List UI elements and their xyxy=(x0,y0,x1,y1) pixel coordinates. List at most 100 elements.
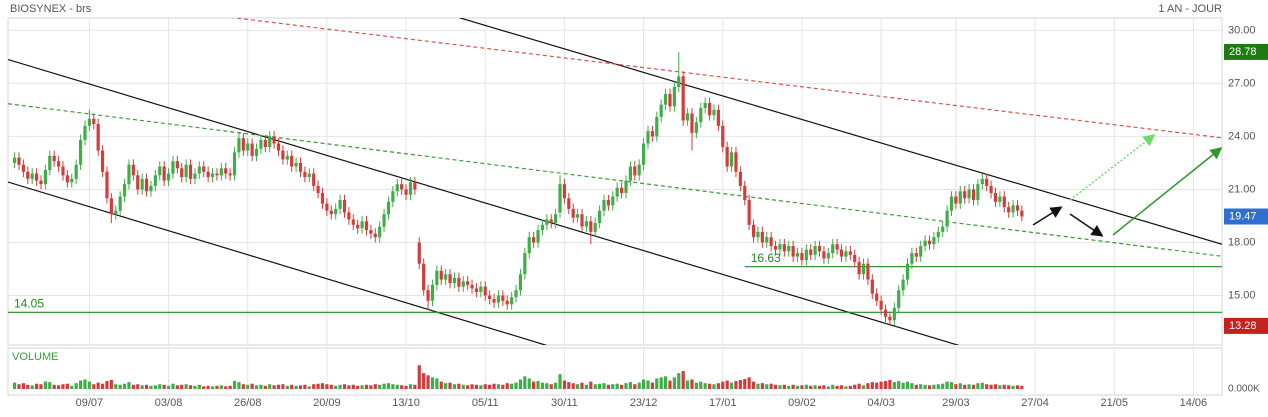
candle-body xyxy=(492,299,496,303)
candle-body xyxy=(131,164,135,176)
labels: 15.00 18.00 21.00 24.00 27.00 30.00 0.000K 09/0… xyxy=(14,24,1268,409)
volume-bar xyxy=(395,384,399,389)
volume-bar xyxy=(426,375,430,389)
volume-bar xyxy=(87,381,91,389)
candle-body xyxy=(114,210,118,215)
trend-line xyxy=(230,18,1222,139)
candle-body xyxy=(166,173,171,181)
volume-bar xyxy=(576,384,580,389)
volume-bar xyxy=(400,385,404,389)
candle-body xyxy=(74,164,78,179)
volume-bar xyxy=(184,384,188,389)
volume-bar xyxy=(875,382,879,389)
volume-bar xyxy=(844,386,848,389)
candle-body xyxy=(809,249,813,255)
volume-bar xyxy=(356,385,360,389)
candle-body xyxy=(738,171,742,186)
candle-body xyxy=(364,221,369,231)
candle-body xyxy=(936,231,940,238)
candle-body xyxy=(826,253,830,259)
candle-body xyxy=(778,244,782,250)
candle-body xyxy=(26,171,30,179)
candle-body xyxy=(316,185,320,193)
volume-bar xyxy=(769,383,773,389)
candle-body xyxy=(518,274,523,291)
candle-body xyxy=(180,168,184,178)
candle-body xyxy=(1007,207,1011,213)
chart-title: BIOSYNEX - brs xyxy=(10,3,92,15)
candle-body xyxy=(699,108,703,123)
y-tick-label: 18.00 xyxy=(1228,236,1256,248)
volume-bar xyxy=(43,381,47,389)
candle-body xyxy=(408,182,413,195)
candle-body xyxy=(61,166,65,176)
candle-body xyxy=(30,173,34,179)
volume-bar xyxy=(804,384,808,389)
candle-body xyxy=(650,131,654,137)
volume-bar xyxy=(685,380,690,389)
candle-body xyxy=(923,240,927,247)
candle-body xyxy=(109,198,113,215)
volume-bar xyxy=(980,382,984,389)
volume-bar xyxy=(743,378,747,389)
volume-bar xyxy=(342,384,347,389)
volume-bar xyxy=(857,383,861,389)
candle-body xyxy=(949,196,954,211)
candle-body xyxy=(685,113,690,121)
volume-bar xyxy=(835,385,839,389)
candle-body xyxy=(897,290,901,308)
volume-bar xyxy=(853,384,857,389)
volume-bar xyxy=(408,384,413,389)
candle-body xyxy=(347,212,351,220)
volume-bar xyxy=(782,384,786,389)
volume-bar xyxy=(963,384,967,389)
candle-body xyxy=(927,240,932,245)
candle-body xyxy=(602,200,606,211)
volume-bar xyxy=(144,384,149,389)
candle-body xyxy=(140,178,144,190)
candle-body xyxy=(593,223,597,232)
candle-body xyxy=(479,286,483,292)
volume-bar xyxy=(540,382,545,389)
volume-bar xyxy=(109,380,113,389)
volume-bar xyxy=(100,383,105,389)
volume-bar xyxy=(26,384,30,389)
volume-bar xyxy=(1007,385,1011,389)
candle-body xyxy=(619,187,624,193)
candle-body xyxy=(470,284,474,289)
candle-body xyxy=(298,162,303,172)
volume-bar xyxy=(967,384,971,389)
volume-bar xyxy=(760,383,764,389)
candle-body xyxy=(21,164,25,172)
candle-body xyxy=(646,131,650,144)
volume-bar xyxy=(96,382,100,389)
candle-body xyxy=(747,200,751,225)
volume-bar xyxy=(765,384,769,389)
volume-bar xyxy=(259,384,263,389)
volume-bar xyxy=(197,384,201,389)
volume-bar xyxy=(932,384,936,389)
volume-bar xyxy=(281,384,285,389)
volume-bar xyxy=(210,386,215,389)
candle-body xyxy=(373,233,377,238)
volume-bar xyxy=(127,382,131,389)
grid xyxy=(8,18,1222,395)
volume-bar xyxy=(474,384,479,389)
candle-body xyxy=(232,152,237,176)
candle-body xyxy=(501,295,505,301)
candle-body xyxy=(545,219,549,225)
candle-body xyxy=(901,279,905,291)
volume-bar xyxy=(307,386,311,389)
candle-body xyxy=(963,191,967,199)
volume-bar xyxy=(158,384,162,389)
candle-body xyxy=(628,166,632,181)
candle-body xyxy=(237,138,241,153)
candle-body xyxy=(514,290,518,298)
volume-bar xyxy=(483,384,487,389)
volume-bar xyxy=(294,385,298,389)
candle-body xyxy=(624,180,628,193)
volume-bar xyxy=(417,365,421,389)
volume-bar xyxy=(65,383,69,389)
x-tick-label: 30/11 xyxy=(551,397,578,409)
candle-body xyxy=(65,175,69,183)
